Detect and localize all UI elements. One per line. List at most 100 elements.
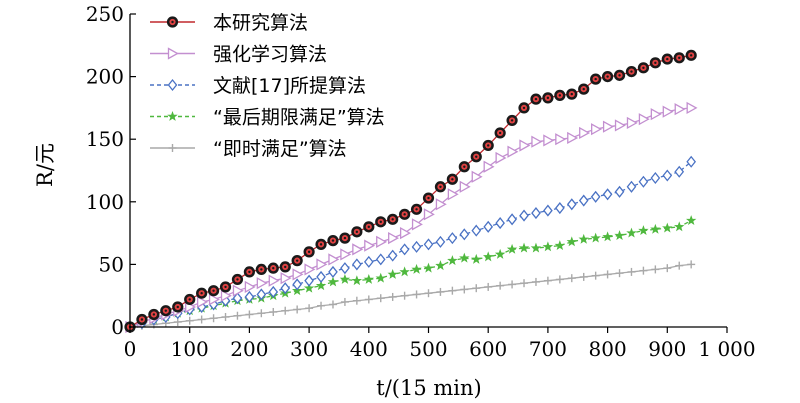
legend-label: “最后期限满足”算法 xyxy=(213,107,385,129)
x-tick-label: 700 xyxy=(529,337,567,361)
data-point xyxy=(316,270,326,283)
data-point xyxy=(424,289,433,298)
data-point xyxy=(482,139,494,152)
data-point xyxy=(292,278,302,291)
data-point xyxy=(591,271,600,280)
data-point xyxy=(542,92,554,104)
x-axis-title: t/(15 min) xyxy=(376,376,481,400)
series-1 xyxy=(124,49,697,333)
x-tick-label: 200 xyxy=(230,337,268,361)
data-point xyxy=(507,213,517,226)
data-point xyxy=(268,274,280,287)
y-tick-label: 200 xyxy=(86,65,124,89)
data-point xyxy=(269,307,278,316)
data-point xyxy=(207,285,220,297)
data-point xyxy=(244,290,255,303)
data-point xyxy=(639,266,648,275)
data-point xyxy=(674,221,685,232)
data-point xyxy=(255,263,267,276)
data-point xyxy=(686,101,698,115)
data-point xyxy=(423,238,434,251)
data-point xyxy=(303,282,315,293)
data-point xyxy=(279,261,291,273)
data-point xyxy=(625,65,638,78)
data-point xyxy=(650,171,661,185)
legend-label: “即时满足”算法 xyxy=(213,138,347,160)
data-point xyxy=(280,282,291,295)
data-point xyxy=(591,123,602,136)
data-point xyxy=(506,243,518,254)
series-layer xyxy=(124,49,698,334)
data-point xyxy=(458,161,470,173)
data-point xyxy=(244,280,256,294)
data-point xyxy=(519,139,531,152)
data-point xyxy=(184,293,196,306)
data-point xyxy=(686,155,697,168)
data-point xyxy=(208,293,220,306)
data-point xyxy=(339,232,351,244)
series-5 xyxy=(126,260,696,331)
data-point xyxy=(316,258,328,271)
data-point xyxy=(375,253,386,266)
legend-label: 强化学习算法 xyxy=(213,44,327,66)
data-point xyxy=(507,145,519,158)
x-tick-label: 0 xyxy=(124,337,137,361)
data-point xyxy=(651,265,660,274)
data-point xyxy=(422,192,435,204)
data-point xyxy=(435,260,446,271)
data-point xyxy=(363,255,374,268)
data-point xyxy=(567,274,576,283)
data-point xyxy=(626,227,637,238)
data-point xyxy=(471,224,482,237)
y-tick-label: 250 xyxy=(86,2,124,26)
data-point xyxy=(602,188,613,201)
legend-marker xyxy=(167,111,178,121)
data-point xyxy=(496,281,505,290)
data-point xyxy=(219,281,232,293)
data-point xyxy=(352,243,364,256)
data-point xyxy=(375,272,386,283)
data-point xyxy=(352,258,362,271)
x-tick-label: 600 xyxy=(469,337,507,361)
data-point xyxy=(662,105,674,118)
data-point xyxy=(566,198,577,211)
data-point xyxy=(638,225,649,236)
data-point xyxy=(484,282,493,291)
data-point xyxy=(399,226,411,240)
data-point xyxy=(531,207,541,220)
data-point xyxy=(471,170,483,183)
data-point xyxy=(579,272,588,281)
data-point xyxy=(543,276,552,285)
data-point xyxy=(448,286,457,295)
data-point xyxy=(315,238,327,250)
data-point xyxy=(662,222,673,233)
data-point xyxy=(328,300,337,309)
data-point xyxy=(579,126,591,140)
data-point xyxy=(447,255,458,266)
data-point xyxy=(602,71,614,83)
data-point xyxy=(148,308,160,321)
data-point xyxy=(459,252,470,263)
data-point xyxy=(531,277,540,286)
data-point xyxy=(268,285,279,298)
data-point xyxy=(363,221,375,233)
x-tick-label: 1 000 xyxy=(698,337,755,361)
data-point xyxy=(530,242,542,253)
data-point xyxy=(471,253,482,264)
data-point xyxy=(662,169,673,182)
data-point xyxy=(687,260,696,269)
data-point xyxy=(566,236,577,247)
legend-label: 文献[17]所提算法 xyxy=(213,75,366,97)
data-point xyxy=(351,226,363,238)
data-point xyxy=(399,243,410,256)
data-point xyxy=(554,240,566,251)
data-point xyxy=(364,239,376,252)
data-point xyxy=(256,288,267,301)
data-point xyxy=(508,280,517,289)
data-point xyxy=(578,194,589,207)
data-point xyxy=(494,248,506,259)
data-point xyxy=(649,57,661,69)
series-3 xyxy=(125,155,697,334)
data-point xyxy=(412,290,421,299)
